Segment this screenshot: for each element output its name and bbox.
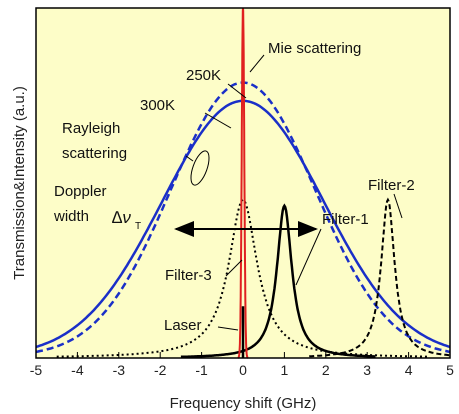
leader-mie [249, 54, 265, 73]
label-laser: Laser [164, 317, 202, 334]
label-250k: 250K [186, 67, 221, 84]
x-tick-label: 5 [446, 362, 454, 378]
x-tick-label: 2 [322, 362, 330, 378]
x-tick-label: -3 [113, 362, 126, 378]
leader-250k [227, 83, 247, 99]
x-tick-label: -5 [30, 362, 43, 378]
label-filter-2: Filter-2 [368, 177, 415, 194]
leader-filter-3 [225, 259, 243, 277]
leader-laser [217, 326, 239, 331]
label-mie-scattering: Mie scattering [268, 40, 361, 57]
series-filter-1-line [180, 203, 376, 359]
label-delta-nu-subscript: T [135, 221, 141, 232]
label-doppler-2: width [53, 208, 89, 225]
x-tick-label: -4 [71, 362, 84, 378]
x-tick-label: 3 [363, 362, 371, 378]
x-tick-label: -2 [154, 362, 167, 378]
rayleigh-marker-ellipse [190, 150, 210, 186]
leader-filter-2 [393, 193, 403, 219]
leader-300k [204, 112, 232, 129]
x-tick-label: 1 [281, 362, 289, 378]
y-axis-title: Transmission&Intensity (a.u.) [11, 86, 28, 280]
x-axis-ticks: -5 -4 -3 -2 -1 0 1 2 3 4 5 [30, 352, 454, 378]
label-rayleigh-1: Rayleigh [62, 120, 120, 137]
label-rayleigh-2: scattering [62, 145, 127, 162]
leader-rayleigh [185, 155, 194, 162]
series-filter-2-line [309, 197, 450, 358]
label-filter-1: Filter-1 [322, 211, 369, 228]
x-tick-label: 4 [405, 362, 413, 378]
x-tick-label: 0 [239, 362, 247, 378]
label-doppler-1: Doppler [54, 183, 107, 200]
x-axis-title: Frequency shift (GHz) [170, 395, 317, 412]
label-filter-3: Filter-3 [165, 267, 212, 284]
label-300k: 300K [140, 97, 175, 114]
leader-filter-1 [295, 228, 322, 286]
x-tick-label: -1 [195, 362, 208, 378]
label-delta-nu: ∆ν [112, 208, 131, 227]
